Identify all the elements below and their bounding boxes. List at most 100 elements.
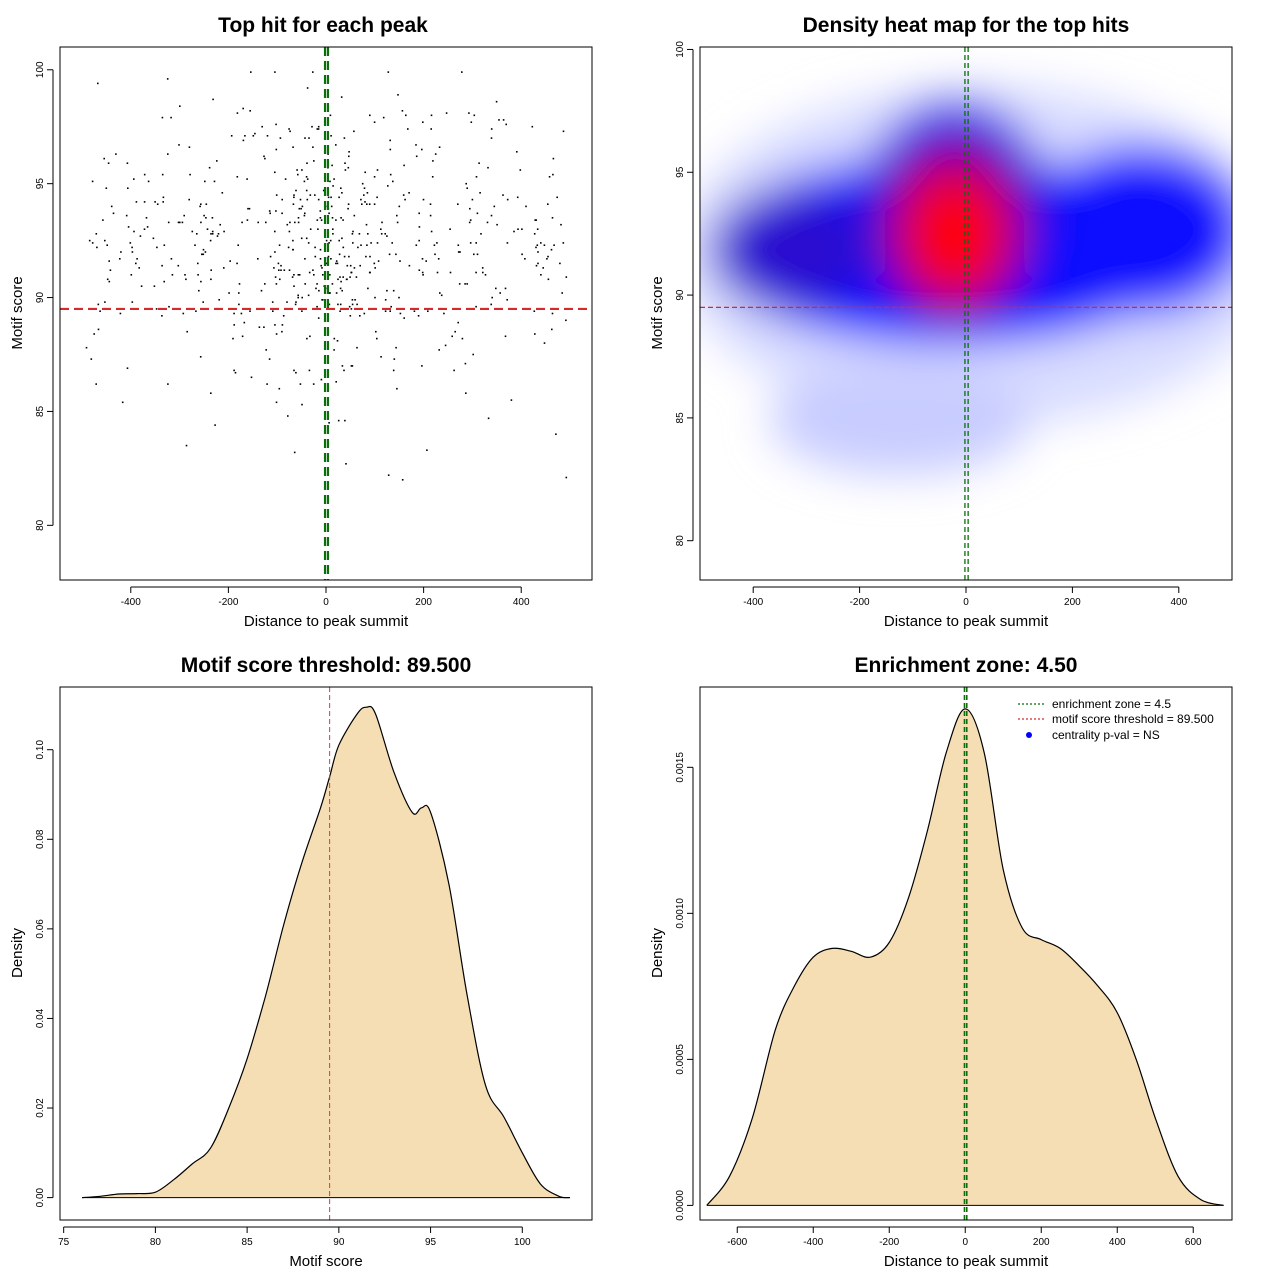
scatter-point	[143, 173, 146, 176]
scatter-point	[350, 365, 353, 367]
scatter-point	[329, 239, 332, 242]
scatter-point	[398, 205, 401, 208]
scatter-point	[421, 148, 423, 151]
scatter-point	[130, 274, 133, 276]
y-tick-label: 80	[675, 535, 686, 547]
scatter-point	[212, 98, 214, 101]
scatter-point	[343, 255, 346, 258]
scatter-point	[200, 203, 202, 205]
scatter-point	[241, 221, 243, 224]
scatter-point	[547, 255, 549, 258]
scatter-point	[536, 228, 539, 230]
scatter-point	[296, 169, 298, 171]
scatter-point	[339, 287, 342, 290]
scatter-point	[182, 312, 185, 315]
density-curve	[81, 705, 571, 1199]
scatter-point	[436, 242, 438, 244]
scatter-point	[300, 237, 303, 240]
scatter-point	[328, 212, 330, 215]
scatter-point	[312, 146, 314, 148]
scatter-point	[325, 262, 328, 265]
scatter-point	[286, 223, 289, 226]
scatter-point	[264, 283, 266, 285]
scatter-point	[206, 228, 209, 230]
scatter-point	[297, 221, 300, 224]
x-tick-label: -400	[803, 1237, 823, 1248]
scatter-point	[288, 128, 290, 130]
scatter-point	[105, 187, 108, 189]
scatter-point	[213, 180, 216, 183]
x-axis-label: Distance to peak summit	[884, 613, 1049, 630]
scatter-point	[291, 276, 294, 278]
scatter-point	[506, 242, 509, 244]
panel-distance-density: Enrichment zone: 4.50 -600 -400 -200 0 200 40…	[649, 654, 1233, 1270]
density-fill	[82, 706, 570, 1198]
scatter-point	[170, 116, 172, 119]
scatter-point	[110, 205, 113, 208]
scatter-point	[359, 315, 361, 317]
scatter-point	[203, 214, 205, 217]
scatter-point	[551, 217, 554, 219]
scatter-point	[389, 148, 392, 151]
scatter-point	[535, 219, 537, 221]
scatter-point	[312, 71, 314, 73]
scatter-point	[335, 292, 338, 294]
scatter-point	[301, 310, 303, 312]
scatter-point	[304, 258, 306, 260]
scatter-point	[457, 251, 460, 253]
scatter-point	[443, 312, 445, 315]
scatter-point	[535, 264, 538, 267]
scatter-point	[397, 94, 399, 96]
scatter-point	[337, 278, 339, 281]
scatter-point	[449, 271, 452, 274]
x-tick-label: -200	[879, 1237, 899, 1248]
scatter-point	[156, 246, 158, 249]
scatter-point	[327, 255, 330, 258]
scatter-point	[339, 310, 341, 312]
scatter-point	[229, 260, 231, 262]
scatter-point	[119, 312, 122, 315]
scatter-point	[475, 242, 477, 244]
scatter-point	[263, 155, 265, 158]
scatter-point	[261, 125, 263, 128]
scatter-point	[387, 474, 390, 476]
scatter-point	[422, 274, 424, 276]
scatter-point	[453, 369, 455, 372]
scatter-point	[131, 246, 133, 249]
scatter-points	[85, 71, 568, 481]
y-tick-label: 90	[35, 292, 46, 304]
scatter-point	[392, 369, 395, 372]
reference-lines	[700, 47, 1232, 580]
scatter-point	[368, 203, 371, 205]
scatter-point	[166, 78, 169, 80]
scatter-point	[354, 299, 356, 301]
scatter-point	[348, 305, 351, 308]
y-tick-label: 100	[675, 41, 686, 58]
scatter-point	[233, 324, 235, 326]
scatter-point	[399, 312, 402, 315]
y-tick-label: 0.02	[35, 1098, 46, 1118]
x-tick-label: 0	[323, 597, 329, 608]
scatter-point	[560, 223, 562, 226]
scatter-point	[425, 260, 427, 262]
x-tick-label: -200	[850, 597, 870, 608]
scatter-point	[171, 274, 174, 276]
scatter-point	[349, 276, 351, 278]
scatter-point	[304, 283, 306, 285]
scatter-point	[223, 267, 225, 269]
scatter-point	[341, 289, 343, 292]
scatter-point	[309, 228, 312, 230]
scatter-point	[373, 262, 376, 265]
scatter-point	[376, 337, 378, 340]
scatter-point	[335, 262, 337, 265]
scatter-point	[376, 196, 378, 199]
scatter-point	[439, 292, 441, 294]
scatter-point	[279, 137, 282, 139]
scatter-point	[199, 205, 201, 208]
scatter-point	[377, 260, 380, 262]
y-tick-label: 0.04	[35, 1008, 46, 1028]
scatter-point	[336, 262, 339, 265]
scatter-point	[327, 153, 329, 155]
scatter-point	[358, 233, 361, 235]
